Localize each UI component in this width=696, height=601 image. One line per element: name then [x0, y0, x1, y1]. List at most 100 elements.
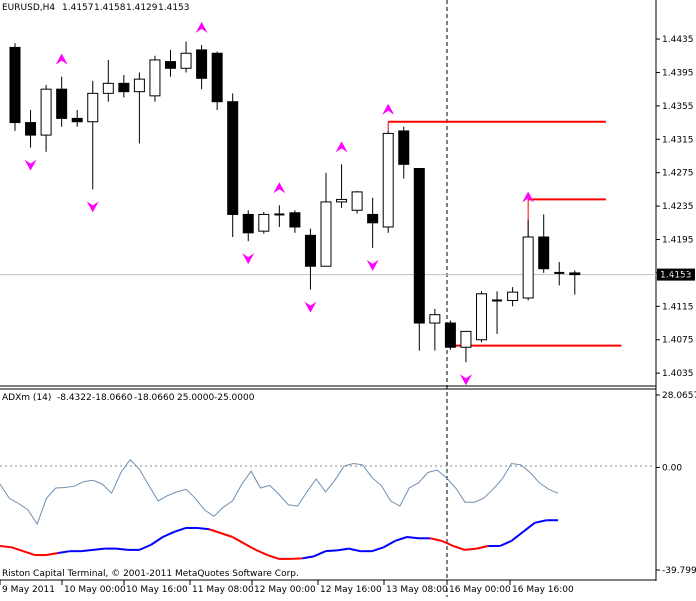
adx-colored-segment [46, 551, 59, 557]
candle-bull[interactable] [40, 88, 52, 136]
adx-tick-label: -39.7993 [662, 566, 696, 576]
adx-colored-segment [81, 548, 94, 553]
fractal-up-arrow [335, 141, 348, 153]
adx-colored-segment [499, 539, 512, 547]
candle-bear[interactable] [538, 236, 550, 270]
fractal-down-arrow [459, 374, 472, 386]
fractal-down-arrow [304, 301, 317, 313]
adx-colored-segment [174, 527, 187, 533]
price-tick-label: 1.4395 [662, 68, 694, 78]
ohlc-low: 1.4129 [126, 3, 158, 13]
time-tick-label: 12 May 16:00 [320, 585, 382, 595]
adx-colored-segment [255, 548, 268, 556]
candle-bull[interactable] [476, 293, 487, 341]
fractal-arrows [24, 21, 535, 386]
fractal-up-arrow [382, 103, 395, 115]
candle-bull[interactable] [382, 132, 394, 228]
candle-bull[interactable] [320, 201, 332, 267]
candle-bull[interactable] [460, 330, 472, 348]
ohlc-high: 1.4158 [94, 3, 126, 13]
adx-colored-segment [220, 532, 233, 538]
price-axis-labels: 1.4435 1.4395 1.4355 1.4315 1.4275 1.4235 1.41… [656, 35, 694, 379]
candle-bull[interactable] [507, 291, 519, 301]
candle-bull[interactable] [102, 82, 114, 94]
candle-bull[interactable] [180, 52, 192, 69]
adx-colored-segment [11, 546, 24, 553]
adx-colored-segment [522, 522, 536, 533]
adx-colored-segment [453, 545, 466, 551]
adx-colored-segment [534, 519, 547, 524]
candle-bull[interactable] [429, 314, 441, 324]
adx-colored-segment [267, 554, 280, 560]
adx-colored-segment [464, 547, 477, 551]
time-tick-label: 11 May 08:00 [192, 585, 254, 595]
candle-bear[interactable] [242, 213, 254, 234]
candle-bull[interactable] [522, 236, 534, 299]
candle-bear[interactable] [413, 168, 425, 324]
price-tick-label: 1.4115 [662, 302, 694, 312]
candle-bull[interactable] [351, 191, 363, 211]
symbol-timeframe: EURUSD,H4 [2, 3, 55, 13]
adx-colored-segment [139, 543, 152, 551]
current-price-marker [657, 268, 695, 281]
ohlc-open: 1.4157 [62, 3, 94, 13]
adx-colored-segment [476, 545, 489, 550]
candle-bear[interactable] [569, 272, 581, 276]
candle-bull[interactable] [149, 59, 161, 97]
candle-bear[interactable] [227, 101, 239, 215]
adx-colored-segment [208, 528, 222, 535]
adx-colored-segment [510, 531, 524, 542]
indicator-name: ADXm (14) [2, 393, 51, 403]
time-tick-label: 13 May 08:00 [386, 585, 448, 595]
candle-bear[interactable] [196, 49, 208, 79]
candle-bear[interactable] [25, 122, 37, 136]
price-tick-label: 1.4275 [662, 169, 694, 179]
price-tick-label: 1.4075 [662, 336, 694, 346]
adx-tick-label: 28.0657 [662, 391, 696, 401]
price-tick-label: 1.4195 [662, 236, 694, 246]
candle-bull[interactable] [336, 198, 348, 203]
candle-bear[interactable] [367, 213, 379, 224]
candle-bull[interactable] [133, 78, 145, 93]
candle-bear[interactable] [165, 61, 176, 69]
fractal-up-arrow [195, 21, 208, 33]
adx-colored-segment [0, 545, 12, 549]
candle-bear[interactable] [9, 46, 21, 124]
adx-colored-segment [394, 536, 408, 542]
adx-colored-segment [325, 549, 338, 553]
fractal-up-arrow [273, 182, 286, 194]
candle-bear[interactable] [118, 82, 130, 93]
fractal-down-arrow [24, 159, 37, 171]
candle-bear[interactable] [444, 322, 456, 348]
adx-colored-segment [302, 555, 315, 560]
candles[interactable] [9, 41, 581, 363]
level-lines [387, 120, 622, 347]
candle-bull[interactable] [87, 92, 99, 123]
candle-bear[interactable] [56, 88, 68, 119]
candle-bear[interactable] [211, 52, 223, 103]
price-tick-label: 1.4315 [662, 135, 694, 145]
price-tick-label: 1.4355 [662, 102, 694, 112]
candle-bear[interactable] [71, 117, 83, 123]
adx-colored-segment [348, 547, 361, 553]
adx-colored-segment [116, 547, 128, 551]
fractal-up-arrow [522, 191, 535, 203]
price-tick-label: 1.4435 [662, 35, 694, 45]
time-tick-label: 10 May 16:00 [126, 585, 188, 595]
adx-thin-series-line [0, 458, 559, 526]
fractal-down-arrow [242, 253, 255, 265]
indicator-value-5: -25.0000 [214, 393, 255, 403]
time-tick-label: 16 May 16:00 [512, 585, 574, 595]
adx-colored-segment [406, 536, 419, 540]
adx-colored-segment [383, 539, 396, 549]
candle-bear[interactable] [289, 212, 301, 228]
candle-bear[interactable] [304, 234, 316, 267]
candle-bear[interactable] [398, 130, 410, 165]
current-price-label: 1.4153 [660, 271, 692, 281]
candle-bull[interactable] [258, 213, 270, 232]
adx-colored-segment [162, 530, 175, 538]
adx-colored-segment [243, 542, 257, 551]
indicator-value-1: -8.4322 [57, 393, 92, 403]
time-axis-labels: 9 May 2011 10 May 00:00 10 May 16:00 11 May… [0, 580, 574, 595]
